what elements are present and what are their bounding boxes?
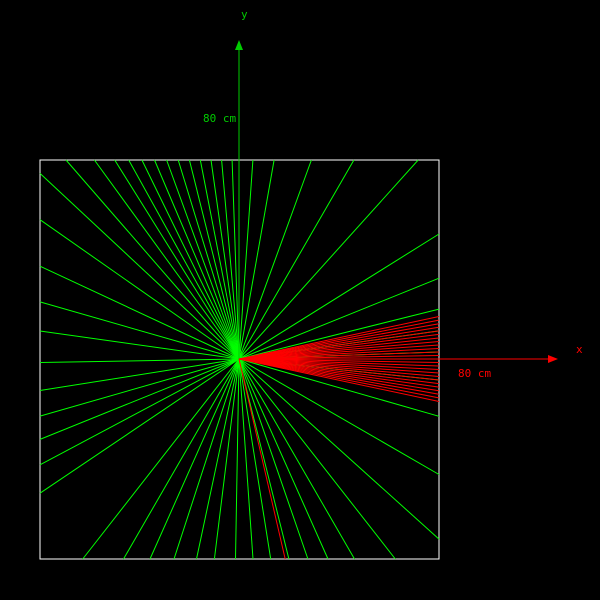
green-track-40 — [238, 358, 440, 417]
green-track-19 — [39, 358, 240, 391]
green-track-18 — [39, 358, 240, 363]
red-track-13 — [238, 358, 440, 363]
green-track-20 — [39, 358, 240, 417]
red-track-5 — [238, 333, 440, 360]
green-track-2 — [210, 159, 240, 360]
red-track-10 — [238, 351, 440, 360]
red-track-20 — [238, 358, 440, 388]
green-track-7 — [154, 159, 240, 360]
green-track-34 — [238, 358, 309, 560]
green-track-49 — [238, 159, 312, 360]
red-track-25 — [238, 358, 286, 560]
green-track-32 — [238, 358, 272, 560]
y-axis-scale-label: 80 cm — [203, 112, 236, 125]
green-track-25 — [123, 358, 240, 560]
green-track-11 — [93, 159, 240, 360]
green-track-46 — [238, 233, 440, 360]
green-track-35 — [238, 358, 329, 560]
green-track-0 — [231, 159, 240, 360]
green-track-group — [39, 159, 440, 560]
green-track-14 — [39, 219, 240, 360]
green-track-26 — [149, 358, 240, 560]
green-track-45 — [238, 277, 440, 360]
red-track-group — [238, 316, 440, 560]
green-track-27 — [173, 358, 240, 560]
x-axis-arrow-icon — [548, 355, 558, 363]
red-track-9 — [238, 348, 440, 360]
red-track-8 — [238, 344, 440, 360]
green-track-22 — [39, 358, 240, 466]
red-track-22 — [238, 358, 440, 395]
green-track-24 — [82, 358, 240, 560]
red-track-0 — [238, 316, 440, 360]
green-track-13 — [39, 173, 240, 360]
green-track-16 — [39, 301, 240, 360]
green-track-47 — [238, 159, 419, 360]
green-track-5 — [177, 159, 240, 360]
green-track-37 — [238, 358, 396, 560]
green-track-31 — [238, 358, 254, 560]
red-track-24 — [238, 358, 440, 402]
green-track-44 — [238, 308, 440, 360]
green-track-30 — [235, 358, 240, 560]
green-track-33 — [238, 358, 290, 560]
red-track-15 — [238, 358, 440, 370]
green-track-23 — [39, 358, 240, 494]
red-track-7 — [238, 341, 440, 360]
red-track-6 — [238, 337, 440, 360]
green-track-3 — [199, 159, 240, 360]
y-axis-arrow-icon — [235, 40, 243, 50]
red-track-16 — [238, 358, 440, 374]
red-track-23 — [238, 358, 440, 399]
green-track-10 — [114, 159, 240, 360]
red-track-17 — [238, 358, 440, 377]
green-track-51 — [238, 159, 254, 360]
green-track-8 — [141, 159, 240, 360]
y-axis-name: y — [241, 8, 248, 21]
green-track-12 — [65, 159, 240, 360]
red-track-14 — [238, 358, 440, 367]
green-track-15 — [39, 265, 240, 360]
red-track-4 — [238, 330, 440, 360]
green-track-38 — [238, 358, 440, 540]
green-track-28 — [196, 358, 240, 560]
green-track-36 — [238, 358, 355, 560]
x-axis-name: x — [576, 343, 583, 356]
green-track-9 — [128, 159, 240, 360]
green-track-1 — [221, 159, 240, 360]
red-track-18 — [238, 358, 440, 381]
green-track-48 — [238, 159, 355, 360]
red-track-3 — [238, 326, 440, 360]
green-track-50 — [238, 159, 275, 360]
green-track-6 — [166, 159, 240, 360]
red-track-11 — [238, 355, 440, 360]
green-track-21 — [39, 358, 240, 440]
red-track-2 — [238, 323, 440, 360]
red-track-19 — [238, 358, 440, 385]
green-track-29 — [213, 358, 240, 560]
green-track-4 — [188, 159, 240, 360]
red-track-1 — [238, 319, 440, 360]
red-track-21 — [238, 358, 440, 392]
green-track-39 — [238, 358, 440, 475]
green-track-17 — [39, 330, 240, 360]
x-axis-scale-label: 80 cm — [458, 367, 491, 380]
